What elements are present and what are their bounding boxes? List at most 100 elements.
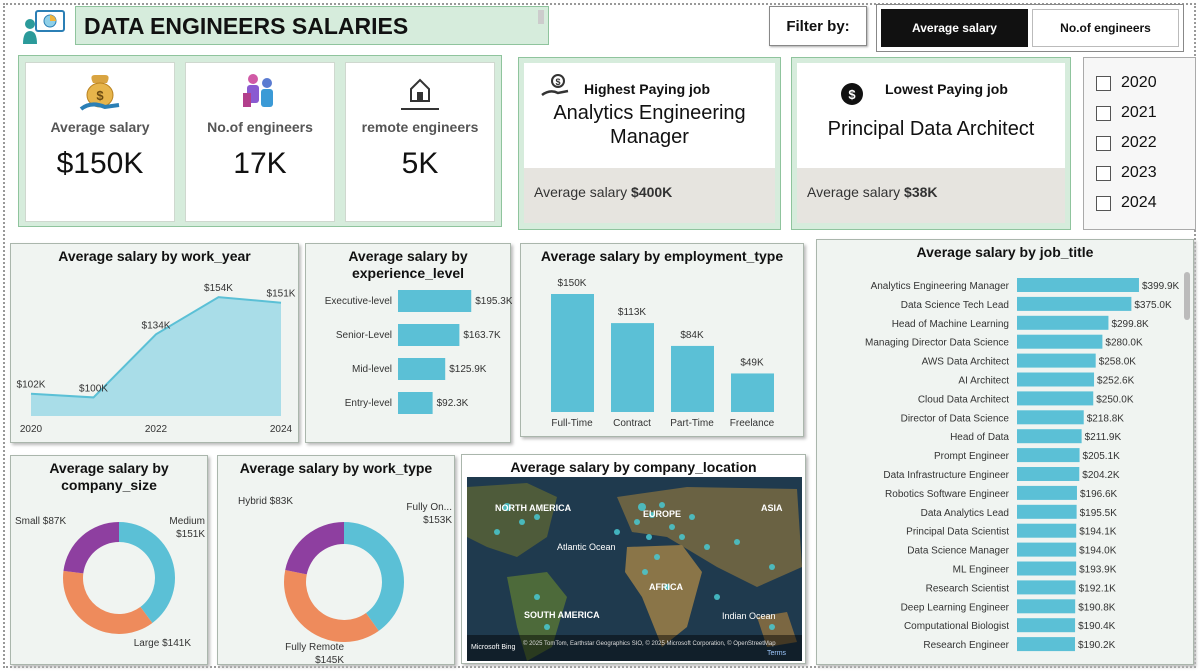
data-label: $211.9K [1085,432,1122,443]
chart-title: Average salary by work_type [239,460,433,476]
category-label: Full-Time [551,418,593,429]
data-label: $190.2K [1078,640,1116,651]
kpi-no-of-engineers: No.of engineers 17K [185,62,335,222]
bar [1017,353,1096,368]
year-option[interactable]: 2023 [1096,158,1183,188]
area-fill [31,297,281,416]
slice-label: Fully Remote [285,642,344,653]
work-year-area-chart: $102K $100K $134K $154K $151K 2020 2022 2024 [17,283,296,435]
page-title: DATA ENGINEERS SALARIES [75,6,549,45]
map-terms-link[interactable]: Terms [767,650,787,657]
category-label: Head of Data [950,432,1009,443]
svg-text:$: $ [555,77,560,87]
slice-label: Fully On... [406,502,452,513]
category-label: Computational Biologist [904,621,1009,632]
category-label: Analytics Engineering Manager [871,281,1010,292]
kpi-label: No.of engineers [207,119,313,135]
dashboard-frame [3,3,1196,668]
bar [551,294,594,412]
slice-label: $145K [315,655,344,664]
category-label: Mid-level [352,364,392,375]
category-label: Robotics Software Engineer [885,489,1010,500]
chart-title: Average salary by employment_type [540,248,784,264]
year-label: 2024 [1121,194,1157,211]
year-option[interactable]: 2020 [1096,68,1183,98]
map-label: NORTH AMERICA [495,503,572,513]
metric-toggle: Average salary No.of engineers [876,4,1184,52]
map-brand: Microsoft Bing [471,644,515,651]
money-down-icon: $ [839,81,865,112]
kpi-value: 17K [233,147,287,180]
year-label: 2021 [1121,104,1157,121]
chart-title: Average salary by job_title [916,244,1094,260]
kpi-label: remote engineers [361,119,479,135]
checkbox[interactable] [1096,105,1111,121]
kpi-remote-engineers: remote engineers 5K [345,62,495,222]
highest-foot-value: $400K [631,184,673,200]
checkbox[interactable] [1096,195,1111,211]
data-label: $151K [267,289,296,300]
category-label: AI Architect [958,376,1009,387]
chart-title: Average salary by company_size [49,460,169,493]
data-label: $190.8K [1078,602,1116,613]
chart-company-location: Average salary by company_location NORTH… [461,454,806,664]
checkbox[interactable] [1096,165,1111,181]
year-option[interactable]: 2022 [1096,128,1183,158]
toggle-average-salary[interactable]: Average salary [881,9,1028,47]
category-label: Head of Machine Learning [892,319,1009,330]
data-label: $375.0K [1134,300,1172,311]
category-label: Data Infrastructure Engineer [883,470,1009,481]
x-tick-label: 2022 [145,424,168,435]
category-label: Data Science Manager [907,546,1009,557]
slice-label: $151K [176,529,205,540]
chart-job-title: Average salary by job_title Analytics En… [816,239,1194,665]
bar [1017,334,1103,349]
category-label: Senior-Level [336,330,392,341]
bar [1017,542,1077,557]
category-label: Part-Time [670,418,714,429]
data-label: $190.4K [1078,621,1116,632]
slice-label: Small $87K [15,516,66,527]
checkbox[interactable] [1096,75,1111,91]
data-label: $193.9K [1079,565,1117,576]
kpi-average-salary: $ Average salary $150K [25,62,175,222]
lowest-footer: Average salary $38K [797,168,1065,223]
title-scrollbar[interactable] [538,10,544,24]
bar [1017,278,1139,292]
year-option[interactable]: 2021 [1096,98,1183,128]
kpi-label: Average salary [50,119,150,135]
category-label: Managing Director Data Science [865,338,1009,349]
data-label: $102K [17,380,46,391]
lowest-paying-card: $ Lowest Paying job Principal Data Archi… [791,57,1071,230]
chart-experience-level: Average salary by experience_level Execu… [305,243,512,443]
lowest-foot-value: $38K [904,184,938,200]
toggle-no-of-engineers[interactable]: No.of engineers [1032,9,1179,47]
donut-slice [63,522,119,574]
bar [671,345,714,412]
data-label: $134K [142,320,171,331]
job-title-scrollbar[interactable] [1184,272,1190,320]
year-option[interactable]: 2024 [1096,188,1183,218]
data-label: $196.6K [1080,489,1118,500]
data-label: $205.1K [1083,451,1121,462]
category-label: Principal Data Scientist [906,527,1009,538]
area-line [30,296,282,399]
svg-text:$: $ [96,88,104,103]
people-icon [186,71,334,113]
data-label: $49K [740,357,764,368]
data-label: $150K [558,278,587,289]
kpi-value: 5K [401,147,439,180]
checkbox[interactable] [1096,135,1111,151]
data-label: $154K [204,283,233,294]
category-label: AWS Data Architect [922,357,1010,368]
category-label: Data Analytics Lead [921,508,1009,519]
data-label: $250.0K [1096,394,1134,405]
category-label: Deep Learning Engineer [901,602,1010,613]
year-slicer: 2020 2021 2022 2023 2024 [1083,57,1196,230]
data-label: $194.0K [1079,546,1117,557]
world-map[interactable]: NORTH AMERICA EUROPE ASIA Atlantic Ocean… [467,477,802,661]
bar [398,392,433,414]
category-label: Data Science Tech Lead [901,300,1009,311]
data-label: $163.7K [463,330,501,341]
bar [1017,523,1077,538]
